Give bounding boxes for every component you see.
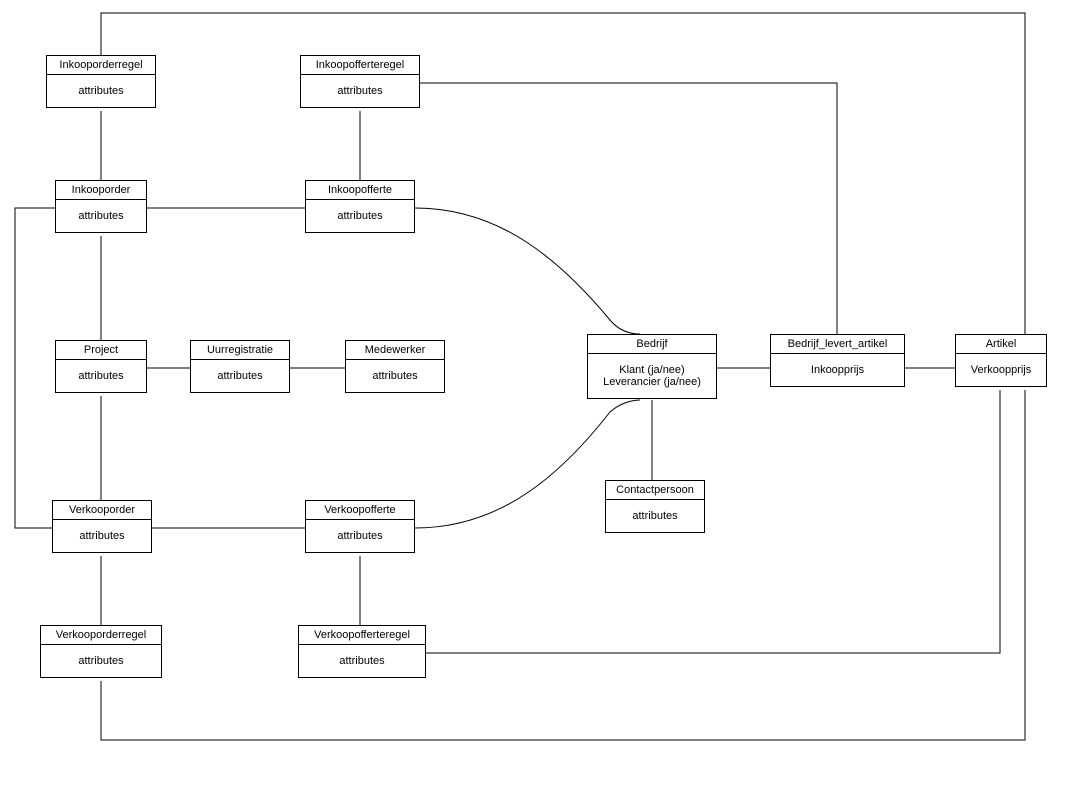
node-title: Inkoopofferte (306, 181, 414, 200)
edge (426, 390, 1000, 653)
node-attrs: attributes (56, 360, 146, 392)
edge (415, 208, 640, 334)
node-title: Uurregistratie (191, 341, 289, 360)
node-verkoopofferteregel: Verkoopofferteregel attributes (298, 625, 426, 678)
node-project: Project attributes (55, 340, 147, 393)
node-title: Verkoopofferteregel (299, 626, 425, 645)
node-title: Inkoopofferteregel (301, 56, 419, 75)
node-inkooporderregel: Inkooporderregel attributes (46, 55, 156, 108)
node-title: Inkooporderregel (47, 56, 155, 75)
node-title: Contactpersoon (606, 481, 704, 500)
node-attrs: Klant (ja/nee) Leverancier (ja/nee) (588, 354, 716, 398)
node-attrs: attributes (346, 360, 444, 392)
node-attrs: attributes (53, 520, 151, 552)
node-uurregistratie: Uurregistratie attributes (190, 340, 290, 393)
edge (420, 83, 837, 334)
node-attrs: attributes (606, 500, 704, 532)
node-title: Verkooporder (53, 501, 151, 520)
edge (15, 208, 55, 528)
node-attrs: attributes (41, 645, 161, 677)
node-attrs: Verkoopprijs (956, 354, 1046, 386)
node-title: Artikel (956, 335, 1046, 354)
node-attrs: attributes (191, 360, 289, 392)
node-attrs: attributes (306, 200, 414, 232)
node-attrs: attributes (301, 75, 419, 107)
node-title: Project (56, 341, 146, 360)
node-bedrijf-levert-artikel: Bedrijf_levert_artikel Inkoopprijs (770, 334, 905, 387)
node-artikel: Artikel Verkoopprijs (955, 334, 1047, 387)
node-contactpersoon: Contactpersoon attributes (605, 480, 705, 533)
node-attrs: attributes (47, 75, 155, 107)
node-attrs: attributes (306, 520, 414, 552)
edge (101, 13, 1025, 334)
node-medewerker: Medewerker attributes (345, 340, 445, 393)
diagram-canvas: Inkooporderregel attributes Inkoopoffert… (0, 0, 1072, 791)
node-attrs: Inkoopprijs (771, 354, 904, 386)
node-verkooporderregel: Verkooporderregel attributes (40, 625, 162, 678)
node-verkooporder: Verkooporder attributes (52, 500, 152, 553)
node-inkoopofferte: Inkoopofferte attributes (305, 180, 415, 233)
node-title: Bedrijf (588, 335, 716, 354)
node-title: Verkoopofferte (306, 501, 414, 520)
node-attrs: attributes (56, 200, 146, 232)
edge (101, 390, 1025, 740)
node-attrs: attributes (299, 645, 425, 677)
node-inkoopofferteregel: Inkoopofferteregel attributes (300, 55, 420, 108)
node-title: Medewerker (346, 341, 444, 360)
node-title: Inkooporder (56, 181, 146, 200)
node-title: Verkooporderregel (41, 626, 161, 645)
node-inkooporder: Inkooporder attributes (55, 180, 147, 233)
node-bedrijf: Bedrijf Klant (ja/nee) Leverancier (ja/n… (587, 334, 717, 399)
node-title: Bedrijf_levert_artikel (771, 335, 904, 354)
node-verkoopofferte: Verkoopofferte attributes (305, 500, 415, 553)
